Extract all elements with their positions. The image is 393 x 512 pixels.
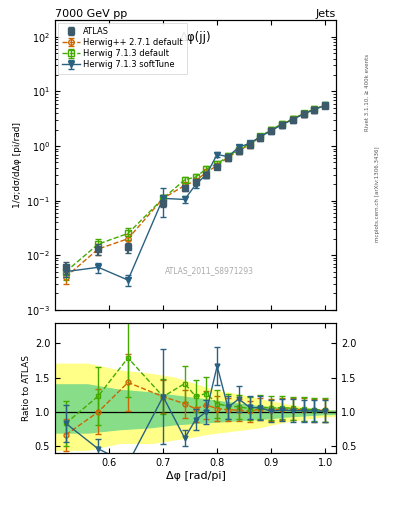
Text: mcplots.cern.ch [arXiv:1306.3436]: mcplots.cern.ch [arXiv:1306.3436] xyxy=(375,146,380,242)
Text: ATLAS_2011_S8971293: ATLAS_2011_S8971293 xyxy=(165,266,254,275)
X-axis label: Δφ [rad/pi]: Δφ [rad/pi] xyxy=(165,471,226,481)
Y-axis label: 1/σ;dσ/dΔφ [pi/rad]: 1/σ;dσ/dΔφ [pi/rad] xyxy=(13,122,22,208)
Text: Rivet 3.1.10, ≥ 400k events: Rivet 3.1.10, ≥ 400k events xyxy=(365,54,370,132)
Y-axis label: Ratio to ATLAS: Ratio to ATLAS xyxy=(22,355,31,421)
Text: Δφ(jj): Δφ(jj) xyxy=(180,31,211,44)
Text: 7000 GeV pp: 7000 GeV pp xyxy=(55,9,127,19)
Legend: ATLAS, Herwig++ 2.7.1 default, Herwig 7.1.3 default, Herwig 7.1.3 softTune: ATLAS, Herwig++ 2.7.1 default, Herwig 7.… xyxy=(57,23,187,74)
Text: Jets: Jets xyxy=(316,9,336,19)
